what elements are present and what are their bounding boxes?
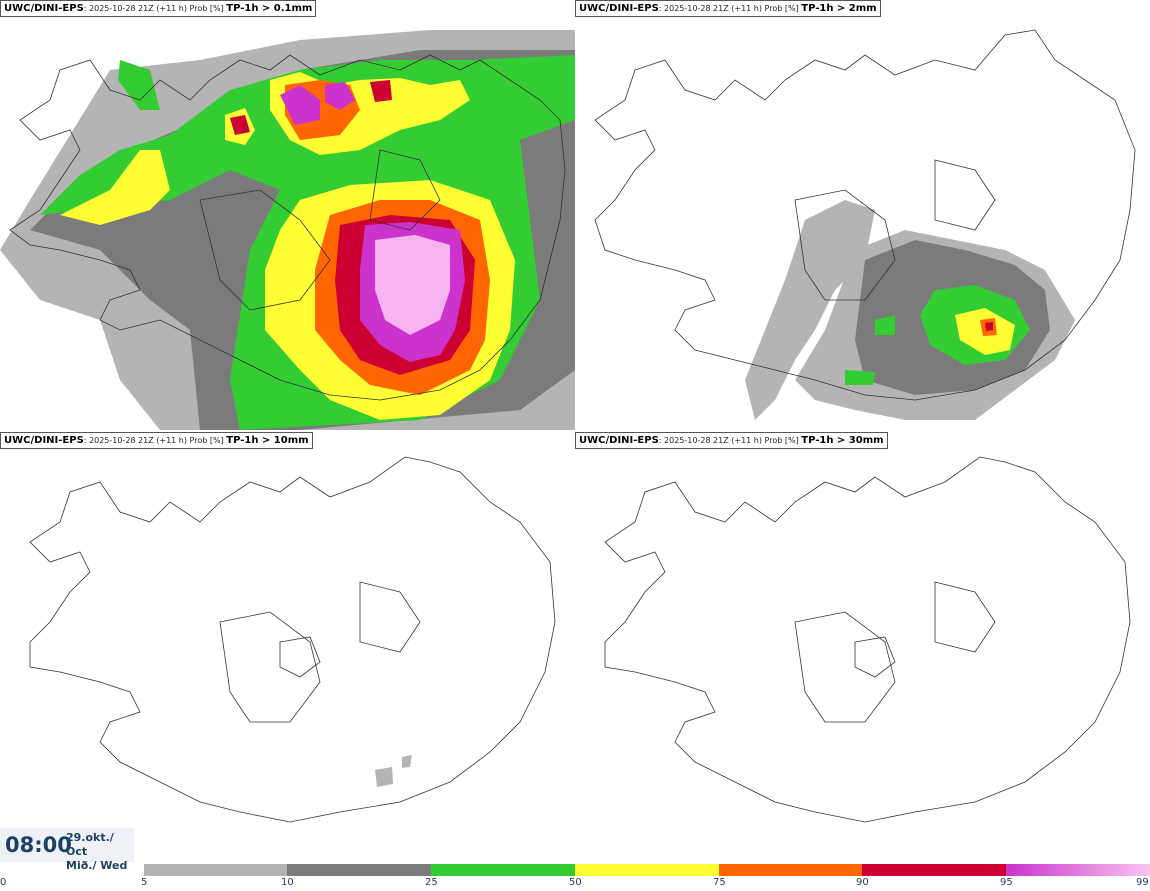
colorbar-tick: 95 — [1000, 877, 1013, 888]
coastline — [604, 456, 1131, 823]
product-name: TP-1h > 2mm — [801, 3, 877, 14]
valid-time: 08:00 — [5, 833, 72, 857]
colorbar-segment-90-95 — [862, 864, 1006, 876]
valid-date: 29.okt./ Oct Mið./ Wed — [66, 831, 134, 873]
panel-title: UWC/DINI-EPS: 2025-10-28 21Z (+11 h) Pro… — [575, 432, 888, 449]
product-name: TP-1h > 0.1mm — [226, 3, 313, 14]
valid-day-text: Mið./ Wed — [66, 859, 128, 872]
panel-title: UWC/DINI-EPS: 2025-10-28 21Z (+11 h) Pro… — [0, 432, 313, 449]
colorbar-tick: 50 — [569, 877, 582, 888]
product-name: TP-1h > 30mm — [801, 435, 884, 446]
panel-title: UWC/DINI-EPS: 2025-10-28 21Z (+11 h) Pro… — [0, 0, 317, 17]
coastline — [9, 54, 566, 401]
prob-shading — [745, 200, 1075, 420]
colorbar-tick: 99 — [1136, 877, 1149, 888]
map-panel-tp1h-0.1mm: UWC/DINI-EPS: 2025-10-28 21Z (+11 h) Pro… — [0, 0, 575, 430]
coastline — [29, 456, 556, 823]
product-name: TP-1h > 10mm — [226, 435, 309, 446]
colorbar-segment-95-99 — [1006, 864, 1150, 876]
run-info: 2025-10-28 21Z (+11 h) Prob [%] — [664, 4, 799, 13]
valid-date-text: 29.okt./ Oct — [66, 831, 114, 858]
colorbar-segment-50-75 — [575, 864, 719, 876]
model-name: UWC/DINI-EPS — [4, 435, 84, 446]
probability-field-map — [594, 29, 1136, 420]
colorbar-tick: 90 — [856, 877, 869, 888]
colorbar-segment-25-50 — [431, 864, 575, 876]
prob-shading — [0, 30, 575, 430]
map-panel-tp1h-10mm: UWC/DINI-EPS: 2025-10-28 21Z (+11 h) Pro… — [0, 432, 575, 862]
model-name: UWC/DINI-EPS — [579, 435, 659, 446]
prob-shading — [375, 755, 412, 787]
model-name: UWC/DINI-EPS — [579, 3, 659, 14]
colorbar-segment-75-90 — [719, 864, 862, 876]
colorbar-tick: 10 — [281, 877, 294, 888]
colorbar-tick: 0 — [0, 877, 7, 888]
colorbar-segment-5-10 — [144, 864, 287, 876]
coastline — [594, 29, 1136, 401]
run-info: 2025-10-28 21Z (+11 h) Prob [%] — [664, 436, 799, 445]
valid-time-box: 08:00 29.okt./ Oct Mið./ Wed — [0, 828, 134, 872]
run-info: 2025-10-28 21Z (+11 h) Prob [%] — [89, 436, 224, 445]
panel-title: UWC/DINI-EPS: 2025-10-28 21Z (+11 h) Pro… — [575, 0, 881, 17]
run-info: 2025-10-28 21Z (+11 h) Prob [%] — [89, 4, 224, 13]
probability-field-map — [604, 456, 1131, 823]
colorbar-tick: 5 — [141, 877, 148, 888]
colorbar-tick: 25 — [425, 877, 438, 888]
colorbar-tick: 75 — [713, 877, 726, 888]
model-name: UWC/DINI-EPS — [4, 3, 84, 14]
probability-field-map — [29, 456, 556, 823]
colorbar-segment-10-25 — [287, 864, 431, 876]
map-panel-tp1h-30mm: UWC/DINI-EPS: 2025-10-28 21Z (+11 h) Pro… — [575, 432, 1150, 862]
probability-field-map — [0, 30, 575, 430]
map-panel-tp1h-2mm: UWC/DINI-EPS: 2025-10-28 21Z (+11 h) Pro… — [575, 0, 1150, 430]
